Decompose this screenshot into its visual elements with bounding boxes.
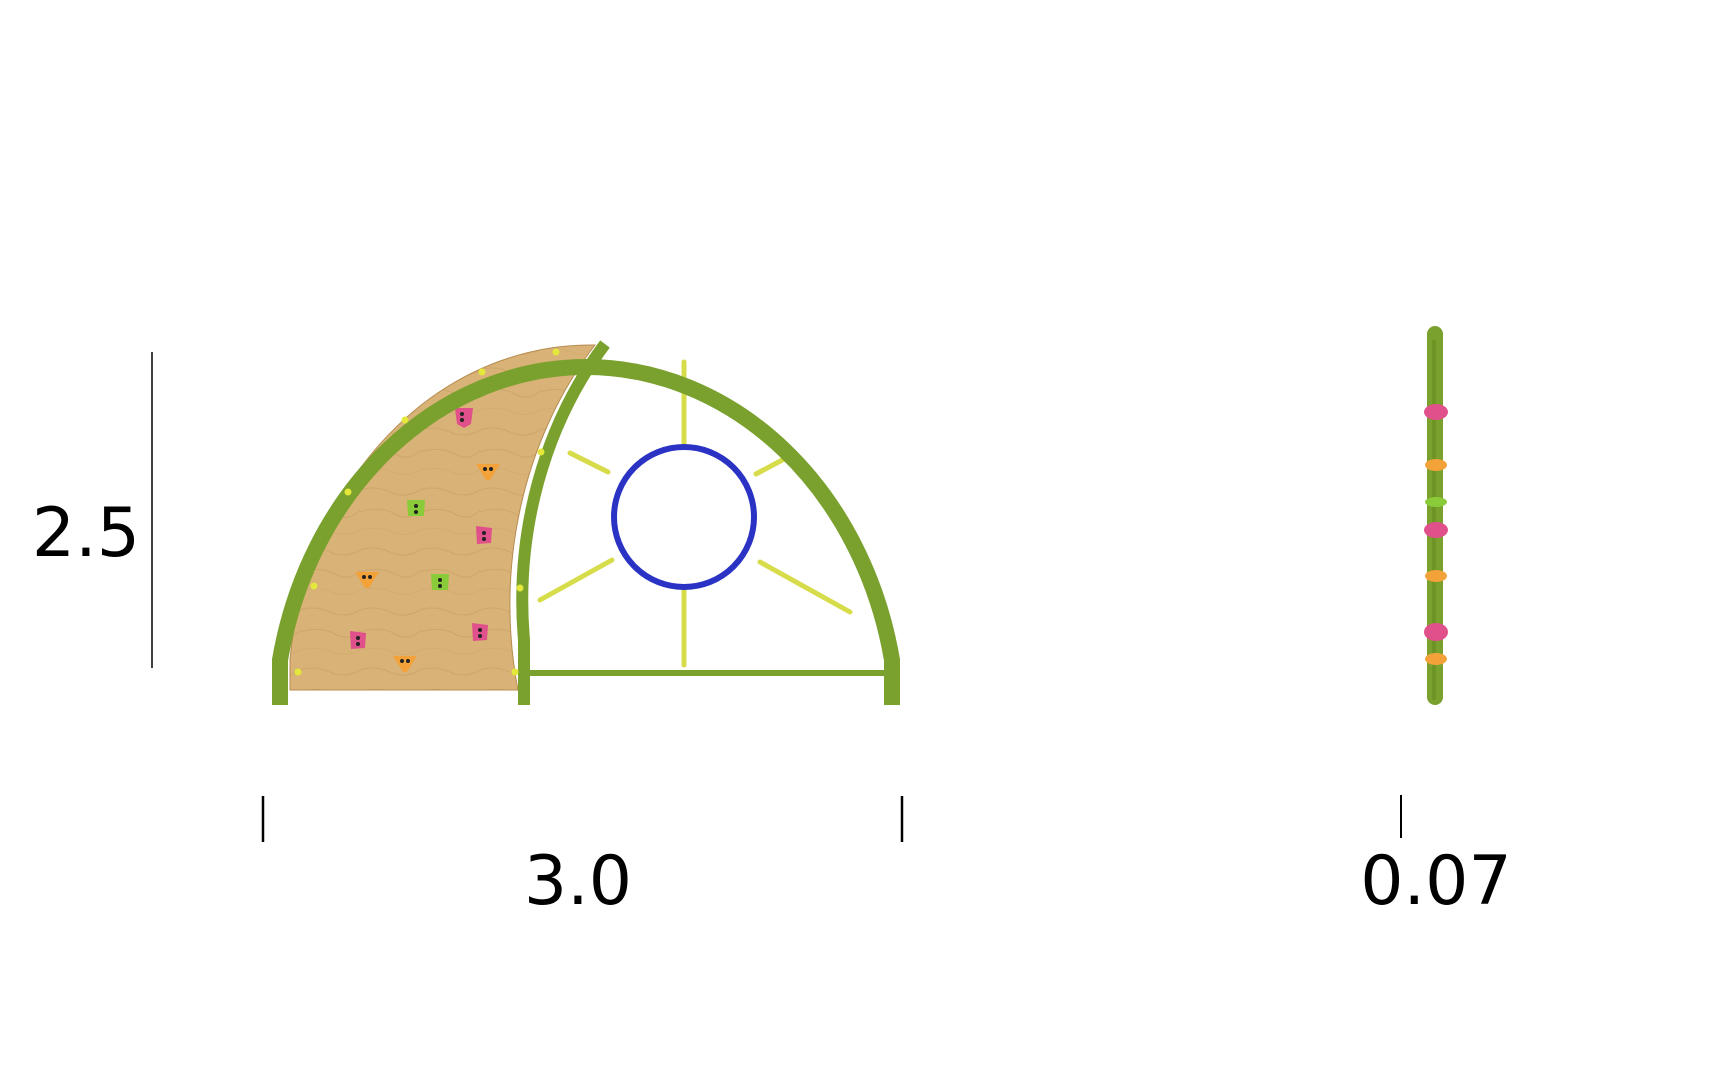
climbing-hold [455, 408, 473, 428]
depth-dimension: 0.07 [1360, 795, 1512, 921]
climbing-hold [350, 631, 366, 649]
climbing-hold [472, 623, 488, 641]
blue-ring [611, 444, 757, 590]
side-holds [1424, 404, 1448, 665]
climbing-hold [476, 526, 492, 544]
climbing-hold [476, 464, 500, 480]
width-dimension: 3.0 [261, 796, 904, 921]
panel-bolts [294, 348, 560, 676]
climbing-hold [393, 656, 417, 672]
inner-arch-frame [516, 340, 610, 705]
climbing-hold [355, 572, 379, 588]
depth-label: 0.07 [1360, 842, 1511, 921]
width-label: 3.0 [524, 842, 632, 921]
climbing-dome-front-view [272, 340, 900, 705]
climbing-dome-side-view [1424, 326, 1448, 705]
height-label: 2.5 [32, 494, 140, 573]
climbing-hold [407, 500, 425, 516]
climbing-hold [431, 574, 449, 590]
climbing-holds [350, 408, 500, 672]
height-dimension: 2.5 [32, 352, 153, 668]
rope-net [537, 359, 853, 668]
